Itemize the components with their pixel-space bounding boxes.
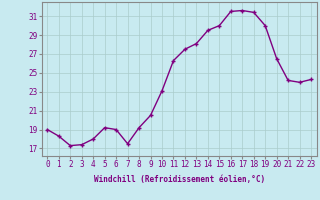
X-axis label: Windchill (Refroidissement éolien,°C): Windchill (Refroidissement éolien,°C) [94,175,265,184]
